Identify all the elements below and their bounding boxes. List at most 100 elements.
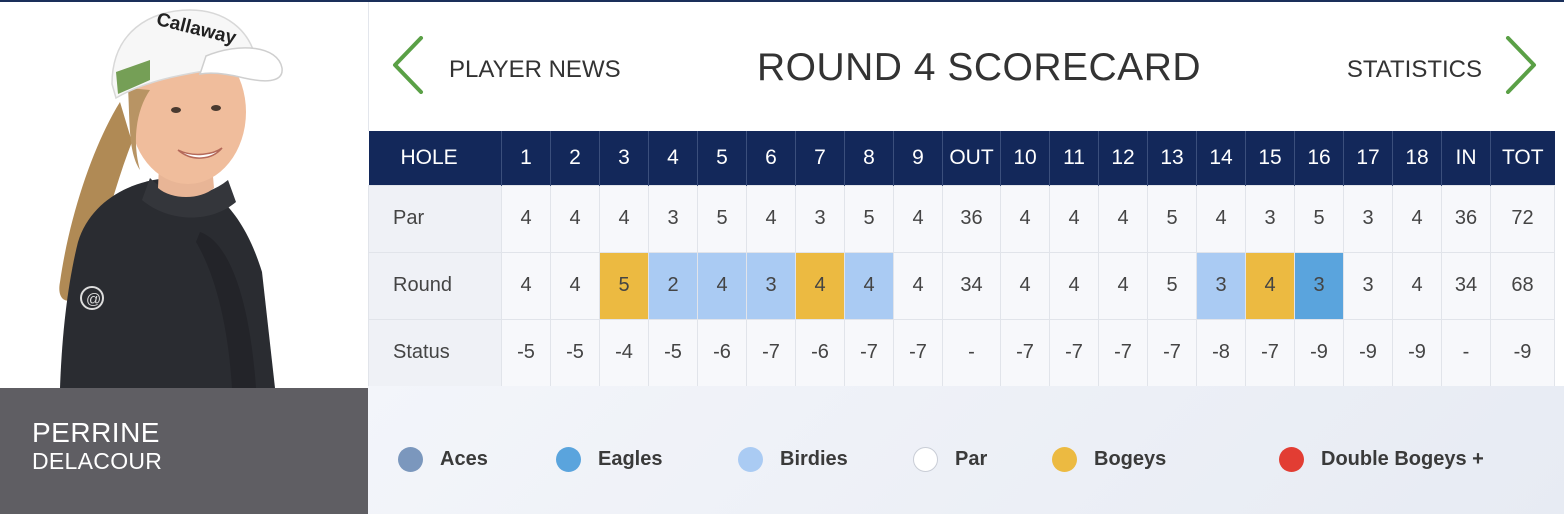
double-bogeys-dot-icon: [1279, 446, 1304, 472]
score-cell: -7: [893, 318, 943, 387]
score-cell: 5: [844, 184, 894, 253]
score-cell: -7: [746, 318, 796, 387]
score-cell: 3: [1294, 251, 1344, 320]
page-title: ROUND 4 SCORECARD: [756, 46, 1202, 89]
score-cell: 4: [550, 184, 600, 253]
header-cell: 2: [550, 131, 600, 185]
score-cell: 5: [1147, 251, 1197, 320]
score-cell: 34: [942, 251, 1001, 320]
par-dot-icon: [913, 446, 938, 472]
row-label: Status: [368, 318, 502, 387]
header-cell: HOLE: [368, 131, 502, 185]
top-rule: [0, 0, 1564, 2]
score-cell: 4: [1000, 251, 1050, 320]
score-cell: -9: [1343, 318, 1393, 387]
score-cell: 3: [1196, 251, 1246, 320]
bogeys-dot-icon: [1052, 446, 1077, 472]
scorecard-body: Par 4 4 4 3 5 4 3 5 4 36 4 4 4 5 4 3 5 3…: [368, 184, 1555, 387]
chevron-left-icon[interactable]: [391, 36, 425, 94]
header-cell: 3: [599, 131, 649, 185]
score-cell: 4: [1098, 184, 1148, 253]
score-cell: 5: [599, 251, 649, 320]
score-cell: 36: [1441, 184, 1491, 253]
header-cell: IN: [1441, 131, 1491, 185]
header-cell: 1: [501, 131, 551, 185]
score-cell: 4: [1196, 184, 1246, 253]
score-cell: 4: [501, 251, 551, 320]
score-cell: 72: [1490, 184, 1555, 253]
score-cell: 3: [795, 184, 845, 253]
score-cell: 3: [648, 184, 698, 253]
eagles-dot-icon: [556, 446, 581, 472]
player-portrait-illustration: Callaway @: [59, 9, 283, 388]
score-cell: 68: [1490, 251, 1555, 320]
statistics-link[interactable]: STATISTICS: [1288, 36, 1538, 100]
score-cell: 3: [1245, 184, 1295, 253]
score-cell: -9: [1392, 318, 1442, 387]
player-last-name: DELACOUR: [32, 448, 163, 474]
player-name-panel: PERRINE DELACOUR: [0, 388, 368, 514]
score-cell: 4: [697, 251, 747, 320]
round-row: Round 4 4 5 2 4 3 4 4 4 34 4 4 4 5 3 4 3…: [368, 251, 1555, 320]
birdies-dot-icon: [738, 446, 763, 472]
score-cell: 4: [1098, 251, 1148, 320]
header-cell: TOT: [1490, 131, 1555, 185]
row-label: Round: [368, 251, 502, 320]
header-cell: 16: [1294, 131, 1344, 185]
score-legend: Aces Eagles Birdies Par Bogeys Double Bo…: [368, 386, 1564, 514]
score-cell: -9: [1294, 318, 1344, 387]
player-news-link[interactable]: PLAYER NEWS: [391, 36, 641, 100]
score-cell: 5: [697, 184, 747, 253]
score-cell: -7: [1049, 318, 1099, 387]
header-cell: 15: [1245, 131, 1295, 185]
legend-item-eagles: Eagles: [556, 446, 662, 472]
score-cell: 4: [795, 251, 845, 320]
status-row: Status -5 -5 -4 -5 -6 -7 -6 -7 -7 - -7 -…: [368, 318, 1555, 387]
header-cell: 13: [1147, 131, 1197, 185]
score-cell: 3: [1343, 184, 1393, 253]
shirt-logo: @: [86, 291, 101, 308]
score-cell: 4: [1049, 251, 1099, 320]
score-cell: -9: [1490, 318, 1555, 387]
score-cell: 4: [1392, 184, 1442, 253]
scorecard-table: HOLE 1 2 3 4 5 6 7 8 9 OUT 10 11 12 13 1…: [368, 131, 1555, 387]
header-cell: 8: [844, 131, 894, 185]
score-cell: 4: [1049, 184, 1099, 253]
header-cell: 11: [1049, 131, 1099, 185]
score-cell: 4: [844, 251, 894, 320]
header-cell: 5: [697, 131, 747, 185]
score-cell: -5: [648, 318, 698, 387]
statistics-label[interactable]: STATISTICS: [1346, 56, 1482, 83]
header-cell: 10: [1000, 131, 1050, 185]
header-cell: 18: [1392, 131, 1442, 185]
score-cell: 4: [1000, 184, 1050, 253]
legend-label: Aces: [440, 447, 488, 470]
player-news-label[interactable]: PLAYER NEWS: [449, 56, 621, 83]
legend-label: Par: [955, 447, 988, 470]
score-cell: 36: [942, 184, 1001, 253]
scorecard-header-row: HOLE 1 2 3 4 5 6 7 8 9 OUT 10 11 12 13 1…: [368, 131, 1555, 185]
scorecard-header: PLAYER NEWS ROUND 4 SCORECARD STATISTICS: [368, 2, 1564, 131]
legend-item-par: Par: [913, 446, 987, 472]
score-cell: -6: [795, 318, 845, 387]
score-cell: 4: [746, 184, 796, 253]
header-cell: 9: [893, 131, 943, 185]
score-cell: 3: [746, 251, 796, 320]
chevron-right-icon[interactable]: [1504, 36, 1538, 94]
score-cell: -7: [1000, 318, 1050, 387]
score-cell: 2: [648, 251, 698, 320]
aces-dot-icon: [398, 446, 423, 472]
legend-item-birdies: Birdies: [738, 446, 848, 472]
par-row: Par 4 4 4 3 5 4 3 5 4 36 4 4 4 5 4 3 5 3…: [368, 184, 1555, 253]
score-cell: 4: [893, 184, 943, 253]
legend-label: Bogeys: [1094, 447, 1167, 470]
header-cell: 7: [795, 131, 845, 185]
header-cell: OUT: [942, 131, 1001, 185]
header-cell: 6: [746, 131, 796, 185]
header-cell: 14: [1196, 131, 1246, 185]
score-cell: 4: [599, 184, 649, 253]
score-cell: 4: [1245, 251, 1295, 320]
score-cell: -6: [697, 318, 747, 387]
score-cell: -7: [1245, 318, 1295, 387]
score-cell: 4: [550, 251, 600, 320]
